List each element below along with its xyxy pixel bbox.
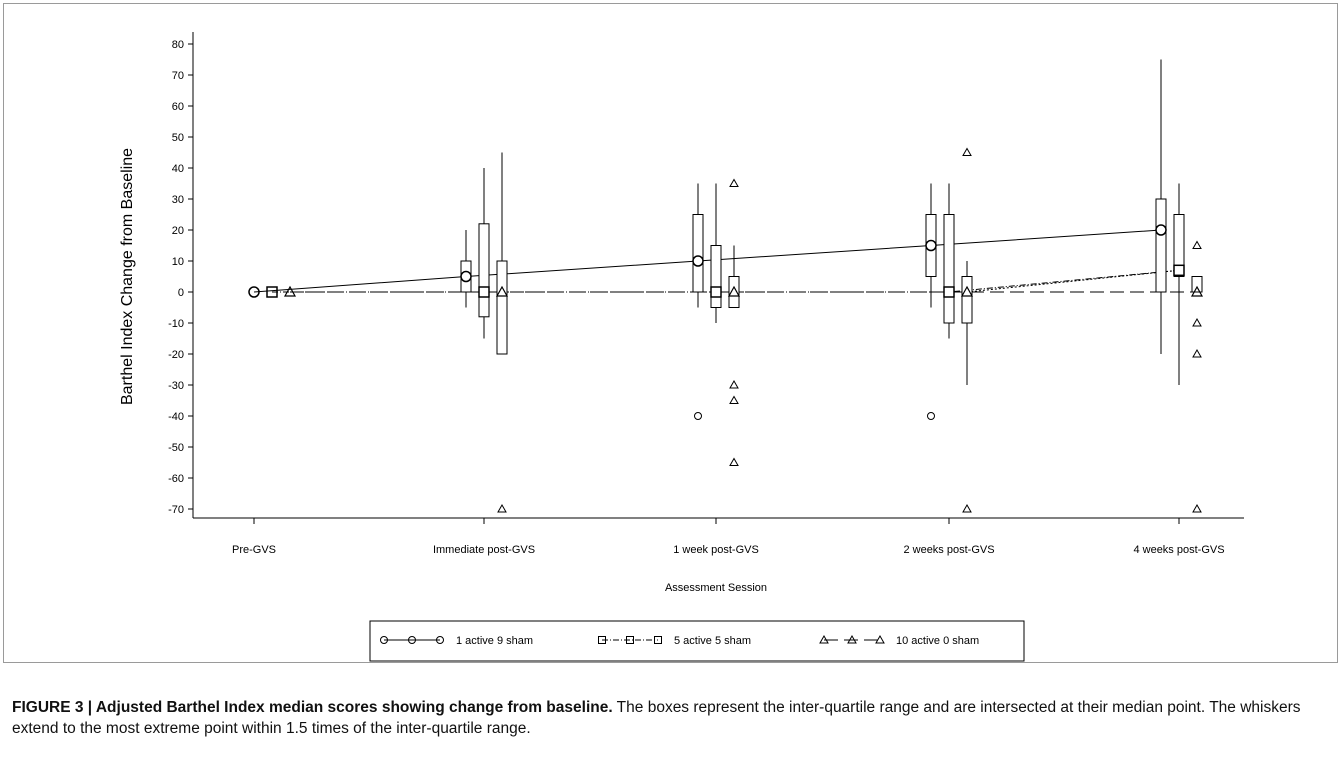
figure-caption: FIGURE 3 | Adjusted Barthel Index median… <box>12 697 1330 739</box>
outlier-triangle <box>1192 240 1202 249</box>
y-tick-label: 70 <box>172 70 184 82</box>
median-marker-square <box>1173 264 1185 277</box>
outlier-triangle <box>497 503 507 513</box>
median-marker-circle <box>460 270 472 283</box>
x-tick-label: Pre-GVS <box>232 544 276 556</box>
iqr-box <box>710 245 722 308</box>
x-axis-title: Assessment Session <box>665 582 767 594</box>
outlier-triangle <box>962 147 972 156</box>
iqr-box <box>943 214 955 324</box>
outlier-circle <box>694 412 702 420</box>
iqr-box <box>1191 276 1203 293</box>
iqr-box <box>478 223 490 318</box>
legend-label: 10 active 0 sham <box>896 635 979 647</box>
median-marker-circle <box>692 255 704 267</box>
legend-marker-circle <box>436 636 444 644</box>
median-marker-triangle <box>960 285 974 297</box>
median-marker-circle <box>1155 224 1167 236</box>
legend-marker-circle <box>380 636 388 644</box>
legend-marker-square <box>626 636 634 644</box>
y-tick-label: 10 <box>172 256 184 268</box>
outlier-triangle <box>1192 317 1202 327</box>
outlier-triangle <box>729 379 739 389</box>
legend-marker-triangle <box>875 634 885 644</box>
median-marker-square <box>266 286 278 298</box>
iqr-box <box>961 276 973 324</box>
outlier-triangle <box>729 457 739 466</box>
y-tick-label: -70 <box>168 504 184 516</box>
x-tick-label: 2 weeks post-GVS <box>903 544 994 556</box>
iqr-box <box>925 214 937 277</box>
legend-marker-circle <box>408 636 416 644</box>
median-marker-circle <box>248 286 260 298</box>
x-tick-label: Immediate post-GVS <box>433 544 535 556</box>
iqr-box <box>496 260 508 355</box>
box-plot-chart: 80 70 60 50 40 30 20 10 0 -10 -20 -30 -40 -50 -60 -70 Pr… <box>119 32 1244 662</box>
legend-marker-triangle <box>847 634 857 644</box>
caption-label: FIGURE 3 | Adjusted Barthel Index median… <box>12 699 613 716</box>
median-marker-triangle <box>1190 285 1204 297</box>
y-tick-label: 20 <box>172 225 184 237</box>
x-tick-label: 1 week post-GVS <box>673 544 759 556</box>
legend: 1 active 9 sham 5 active 5 sham 10 active … <box>369 620 1025 662</box>
legend-label: 5 active 5 sham <box>674 635 751 647</box>
y-tick-label: -30 <box>168 380 184 392</box>
outlier-triangle <box>1192 348 1202 358</box>
median-line-circle <box>253 229 1162 293</box>
outlier-triangle <box>1192 503 1202 513</box>
y-tick-label: -60 <box>168 473 184 485</box>
iqr-box <box>460 260 472 293</box>
outlier-triangle <box>729 395 739 404</box>
connector-line-dotted <box>966 269 1180 293</box>
median-marker-triangle <box>727 285 741 297</box>
median-marker-square <box>710 286 722 298</box>
median-marker-triangle <box>283 285 297 297</box>
legend-marker-triangle <box>819 634 829 644</box>
y-tick-label: 80 <box>172 39 184 51</box>
y-tick-label: -50 <box>168 442 184 454</box>
median-marker-circle <box>925 239 937 252</box>
iqr-box <box>1155 198 1167 293</box>
legend-label: 1 active 9 sham <box>456 635 533 647</box>
caption-text: The boxes represent the inter-quartile r… <box>12 699 1301 737</box>
y-tick-label: 60 <box>172 101 184 113</box>
outlier-triangle <box>729 178 739 187</box>
legend-marker-square <box>598 636 606 644</box>
iqr-box <box>1173 214 1185 277</box>
x-tick-label: 4 weeks post-GVS <box>1133 544 1224 556</box>
iqr-box <box>728 276 740 308</box>
y-tick-label: 40 <box>172 163 184 175</box>
y-tick-label: 0 <box>178 287 184 299</box>
y-axis-title: Barthel Index Change from Baseline <box>119 148 136 405</box>
legend-marker-square <box>654 636 662 644</box>
outlier-circle <box>927 412 935 420</box>
median-marker-square <box>943 286 955 298</box>
y-tick-label: -20 <box>168 349 184 361</box>
iqr-box <box>692 214 704 293</box>
y-tick-label: -10 <box>168 318 184 330</box>
figure-frame: 80 70 60 50 40 30 20 10 0 -10 -20 -30 -40 -50 -60 -70 Pr… <box>3 3 1338 663</box>
median-marker-square <box>478 286 490 298</box>
y-tick-label: 50 <box>172 132 184 144</box>
y-tick-label: -40 <box>168 411 184 423</box>
outlier-triangle <box>962 503 972 513</box>
y-tick-label: 30 <box>172 194 184 206</box>
median-marker-triangle <box>495 285 509 297</box>
legend-box <box>369 620 1025 662</box>
